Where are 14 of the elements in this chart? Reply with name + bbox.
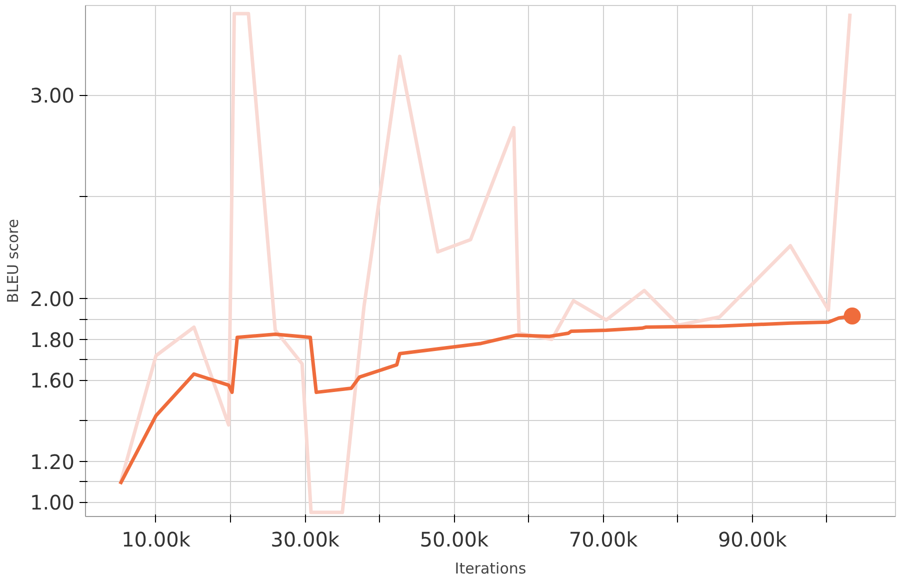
y-axis-title: BLEU score bbox=[4, 218, 22, 304]
y-tick-label: 1.80 bbox=[30, 328, 74, 352]
y-tick-label: 1.00 bbox=[30, 490, 74, 515]
x-tick-label: 90.00k bbox=[718, 528, 788, 552]
x-tick-label: 10.00k bbox=[122, 528, 191, 552]
x-tick-label: 70.00k bbox=[568, 528, 638, 552]
x-tick-label: 50.00k bbox=[420, 528, 490, 552]
x-axis-title: Iterations bbox=[454, 560, 526, 578]
x-tick-label: 30.00k bbox=[270, 528, 340, 552]
y-tick-label: 1.60 bbox=[30, 368, 74, 393]
y-tick-label: 2.00 bbox=[30, 287, 74, 312]
y-tick-label: 3.00 bbox=[30, 84, 74, 108]
line-series bbox=[118, 12, 852, 514]
y-tick-label: 1.20 bbox=[30, 450, 74, 474]
